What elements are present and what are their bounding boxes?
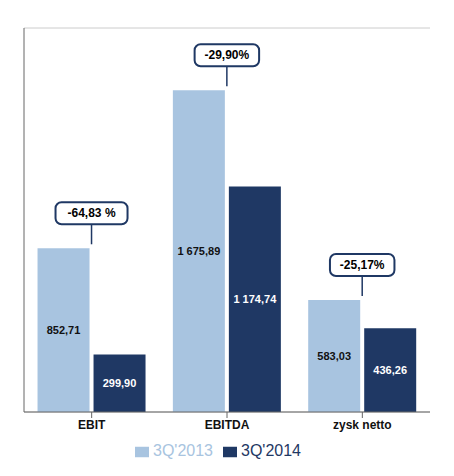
svg-text:EBIT: EBIT [78, 418, 106, 432]
svg-text:1 174,74: 1 174,74 [233, 293, 277, 305]
svg-text:1 675,89: 1 675,89 [177, 245, 220, 257]
svg-text:-64,83 %: -64,83 % [68, 206, 116, 220]
svg-text:583,03: 583,03 [317, 350, 351, 362]
svg-text:-29,90%: -29,90% [205, 48, 250, 62]
svg-text:EBITDA: EBITDA [205, 418, 250, 432]
html-text:3Q'2013: 3Q'2013 [153, 442, 213, 459]
svg-text:-25,17%: -25,17% [340, 258, 385, 272]
svg-text:852,71: 852,71 [47, 324, 81, 336]
svg-text:299,90: 299,90 [103, 377, 137, 389]
svg-text:436,26: 436,26 [373, 364, 407, 376]
svg-text:zysk netto: zysk netto [333, 418, 392, 432]
html-text:3Q'2014: 3Q'2014 [241, 442, 301, 459]
